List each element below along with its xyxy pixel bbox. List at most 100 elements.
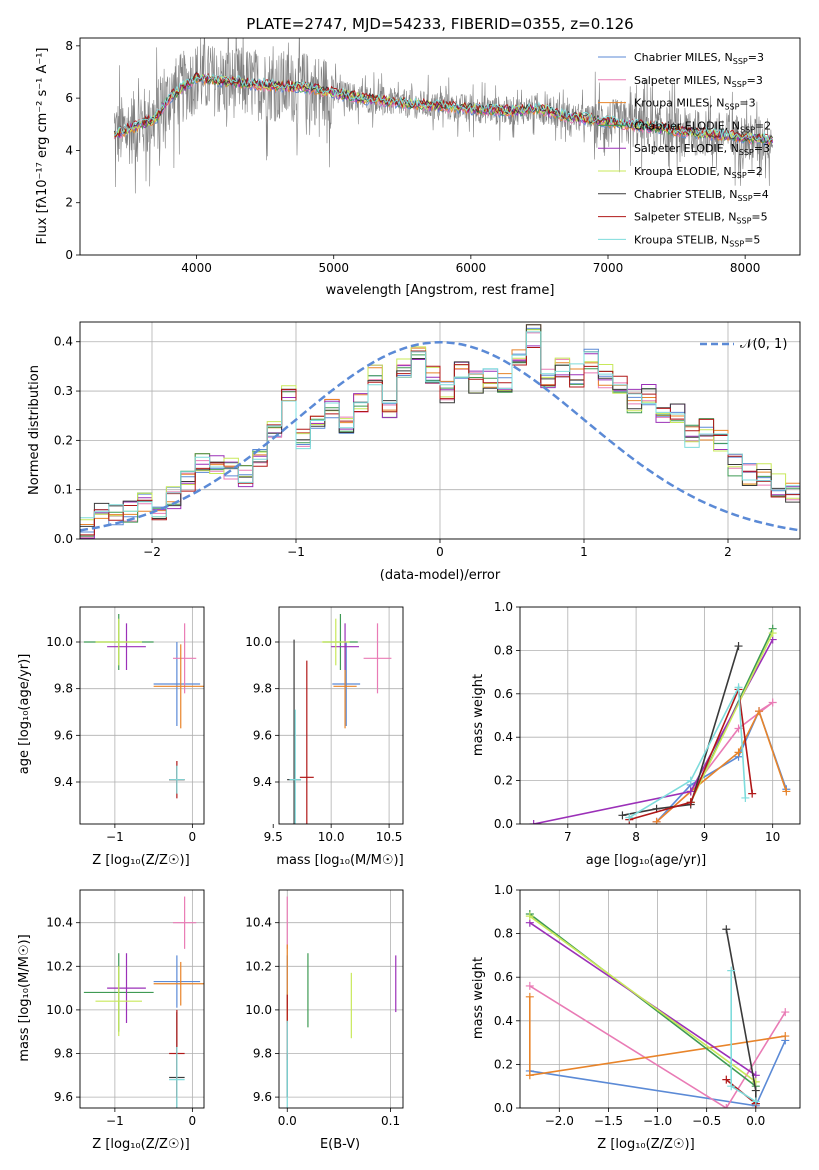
legend-entry: Chabrier ELODIE, NSSP=2 (634, 119, 771, 134)
spectrum-plot-area: 4000 5000 6000 7000 8000 0 2 4 6 8 (65, 37, 801, 275)
weight-point-marker (625, 813, 634, 822)
y-tick-label: 9.6 (253, 728, 272, 742)
weight-point-marker (525, 981, 534, 990)
x-tick-label: −1.0 (643, 1114, 672, 1128)
y-tick-label: 0.4 (54, 335, 73, 349)
histogram-step-line (80, 347, 800, 536)
y-tick-label: 9.8 (54, 1047, 73, 1061)
weight-age-xlabel: age [log₁₀(age/yr)] (586, 853, 707, 868)
age-z-ylabel: age [log₁₀(age/yr)] (17, 654, 32, 775)
y-tick-label: 0.6 (494, 687, 513, 701)
x-tick-label: 8000 (730, 261, 761, 275)
histogram-step-line (80, 329, 800, 537)
x-tick-label: 10 (765, 830, 780, 844)
weight-series-line (629, 686, 753, 821)
normal-curve-line (80, 340, 800, 532)
x-tick-label: 7000 (593, 261, 624, 275)
y-tick-label: 10.0 (245, 1003, 272, 1017)
weight-point-marker (722, 1104, 731, 1108)
legend-subscript: SSP (729, 239, 744, 248)
legend-entry: Salpeter ELODIE, NSSP=3 (634, 142, 770, 157)
legend-value: =3 (748, 51, 764, 64)
x-tick-label: 0.0 (278, 1114, 297, 1128)
x-tick-label: −2 (143, 545, 161, 559)
y-tick-label: 9.4 (54, 775, 73, 789)
y-tick-label: 0.8 (494, 927, 513, 941)
weight-point-marker (768, 629, 777, 638)
plot-content (520, 890, 800, 1108)
y-tick-label: 10.0 (46, 635, 73, 649)
age-z-plot-area: −1 0 9.4 9.6 9.8 10.0 (46, 606, 205, 844)
legend-entry: Chabrier STELIB, NSSP=4 (634, 188, 769, 203)
weight-point-marker (722, 925, 731, 934)
x-tick-label: 8 (632, 830, 640, 844)
y-tick-label: 0.4 (494, 730, 513, 744)
histogram-step-line (80, 345, 800, 539)
legend-subscript: SSP (740, 125, 755, 134)
legend-value: =4 (753, 188, 769, 201)
legend-entry: Salpeter MILES, NSSP=3 (634, 74, 763, 89)
x-tick-label: −1.5 (594, 1114, 623, 1128)
mass-ebv-panel: 0.0 0.1 9.6 9.8 10.0 10.2 10.4 E(B-V) (245, 889, 404, 1152)
legend-entry: Kroupa ELODIE, NSSP=2 (634, 165, 763, 180)
weight-series-line (529, 985, 786, 1108)
y-tick-label: 8 (65, 39, 73, 53)
y-tick-label: 0.0 (54, 532, 73, 546)
residual-plot-area: −2 −1 0 1 2 0.0 0.1 0.2 0.3 0.4 (54, 321, 801, 559)
weight-point-marker (768, 698, 777, 707)
y-tick-label: 0.8 (494, 643, 513, 657)
histogram-step-line (80, 329, 800, 521)
legend-entry: Kroupa STELIB, NSSP=5 (634, 233, 760, 248)
mass-z-plot-area: −1 0 9.6 9.8 10.0 10.2 10.4 (46, 889, 205, 1128)
weight-point-marker (686, 798, 695, 807)
x-tick-label: 6000 (456, 261, 487, 275)
x-tick-label: 9 (701, 830, 709, 844)
weight-point-marker (751, 1097, 760, 1106)
y-tick-label: 0.4 (494, 1014, 513, 1028)
legend-value: =5 (751, 211, 767, 224)
age-mass-xlabel: mass [log₁₀(M/M☉)] (276, 853, 403, 868)
weight-z-panel: −2.0 −1.5 −1.0 −0.5 0.0 0.0 0.2 0.4 0.6 0.8 1.0 Z … (471, 883, 801, 1152)
legend-entry: Salpeter STELIB, NSSP=5 (634, 211, 768, 226)
y-tick-label: 1.0 (494, 883, 513, 897)
weight-point-marker (741, 793, 750, 802)
weight-point-marker (525, 1071, 534, 1080)
y-tick-label: 1.0 (494, 600, 513, 614)
y-tick-label: 0.1 (54, 483, 73, 497)
weight-point-marker (652, 817, 661, 824)
legend-value: =3 (739, 97, 755, 110)
x-tick-label: −1 (106, 1114, 124, 1128)
age-z-panel: −1 0 9.4 9.6 9.8 10.0 Z [log₁₀(Z/Z☉)] age [lo… (17, 606, 205, 868)
weight-point-marker (727, 1082, 736, 1091)
weight-point-marker (734, 748, 743, 757)
axes-frame (79, 606, 205, 825)
legend-subscript: SSP (738, 194, 753, 203)
y-tick-label: 9.6 (54, 1090, 73, 1104)
mass-ebv-plot-area: 0.0 0.1 9.6 9.8 10.0 10.2 10.4 (245, 889, 404, 1128)
y-tick-label: 9.8 (253, 682, 272, 696)
mass-z-xlabel: Z [log₁₀(Z/Z☉)] (92, 1137, 189, 1152)
y-tick-label: 10.0 (245, 635, 272, 649)
weight-point-marker (751, 1077, 760, 1086)
weight-z-xlabel: Z [log₁₀(Z/Z☉)] (597, 1137, 694, 1152)
y-tick-label: 0.0 (494, 1101, 513, 1115)
weight-point-marker (781, 1032, 790, 1041)
legend-subscript: SSP (724, 103, 739, 112)
x-tick-label: 9.5 (264, 830, 283, 844)
legend-value: =3 (747, 74, 763, 87)
legend-subscript: SSP (739, 148, 754, 157)
histogram-step-line (80, 324, 800, 525)
legend-subscript: SSP (736, 217, 751, 226)
age-mass-panel: 9.5 10.0 10.5 9.4 9.6 9.8 10.0 mass [log₁₀(M/M… (245, 606, 404, 868)
legend-entry: Kroupa MILES, NSSP=3 (634, 97, 756, 112)
x-tick-label: 4000 (181, 261, 212, 275)
mass-ebv-xlabel: E(B-V) (320, 1137, 360, 1152)
mass-z-ylabel: mass [log₁₀(M/M☉)] (17, 934, 32, 1061)
residual-ylabel: Normed distribution (27, 365, 42, 495)
x-tick-label: −1 (287, 545, 305, 559)
weight-point-marker (529, 820, 538, 824)
y-tick-label: 6 (65, 91, 73, 105)
legend-value: =5 (744, 233, 760, 246)
axes-frame (79, 889, 205, 1109)
y-tick-label: 10.0 (46, 1003, 73, 1017)
